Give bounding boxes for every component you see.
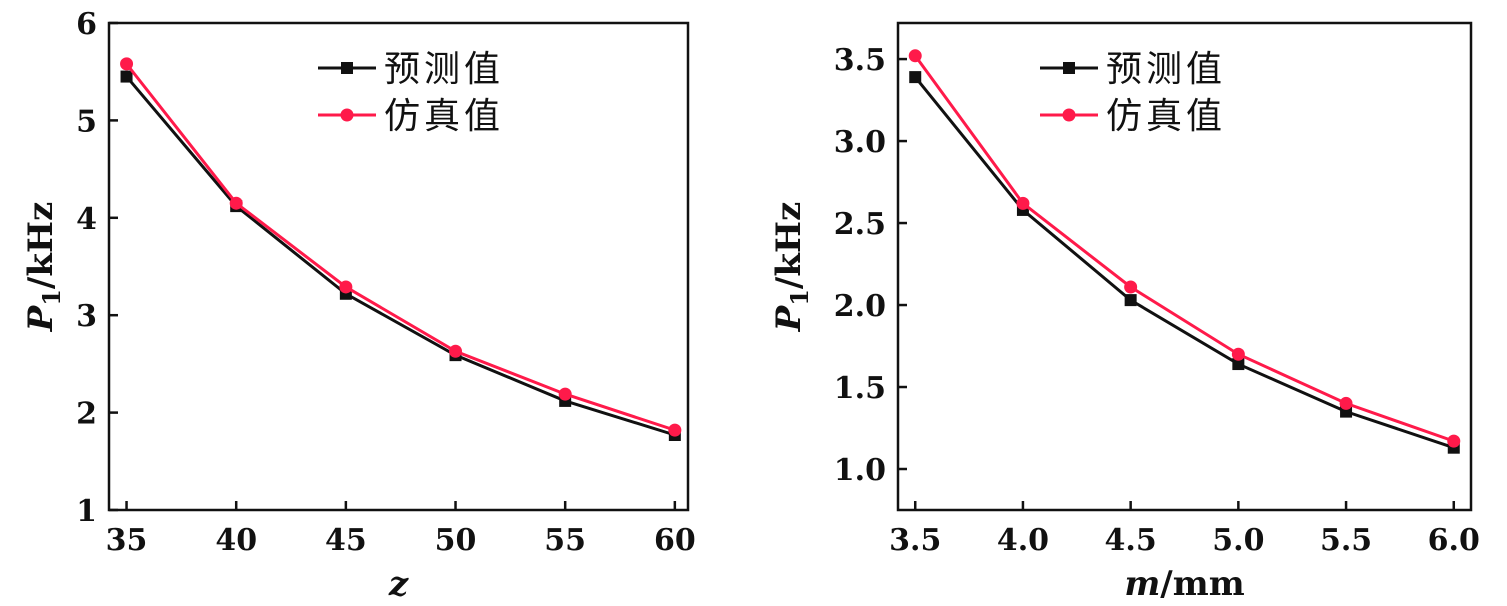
- data-point: [1231, 347, 1245, 361]
- x-tick-label: 5.0: [1212, 523, 1264, 558]
- y-tick-label: 5: [76, 104, 97, 139]
- data-point: [1447, 434, 1461, 448]
- plot-frame: [896, 21, 1473, 512]
- legend-label: 预测值: [384, 49, 504, 90]
- x-tick-label: 5.5: [1320, 523, 1372, 558]
- legend-marker: [340, 108, 354, 122]
- data-point: [1016, 196, 1030, 210]
- legend-marker: [1062, 108, 1076, 122]
- y-tick-label: 1: [76, 494, 97, 529]
- x-axis-label: m/mm: [1124, 564, 1244, 604]
- series-line-1: [125, 75, 676, 437]
- data-point: [1339, 396, 1353, 410]
- y-tick-label: 4: [76, 202, 97, 237]
- legend-marker: [341, 62, 353, 74]
- x-tick-label: 35: [106, 523, 148, 558]
- y-axis-label: P1/kHz: [21, 202, 66, 333]
- data-point: [1124, 294, 1137, 307]
- series-line-2: [125, 62, 676, 432]
- data-point: [229, 196, 243, 210]
- y-tick-label: 1.5: [834, 371, 886, 406]
- chart-panel-2: 3.5 4.0 4.5 5.0 5.5 6.0 1.0 1.5 2.0 2.5 3.0 3.5 P1/k…: [769, 21, 1480, 604]
- legend-label: 预测值: [1106, 49, 1226, 90]
- series-line-1: [914, 76, 1455, 450]
- y-tick-label: 3.0: [834, 125, 886, 160]
- y-tick-label: 2: [76, 397, 97, 432]
- x-tick-label: 60: [654, 523, 696, 558]
- data-point: [1124, 280, 1138, 294]
- data-point: [339, 280, 353, 294]
- data-point: [449, 344, 463, 358]
- legend-label: 仿真值: [1106, 96, 1226, 137]
- legend-entry: 预测值: [318, 49, 504, 90]
- data-point: [909, 71, 922, 84]
- x-tick-label: 45: [325, 523, 367, 558]
- legend-label: 仿真值: [384, 96, 504, 137]
- y-axis-label: P1/kHz: [769, 202, 814, 333]
- y-tick-label: 6: [76, 7, 97, 42]
- data-point: [558, 387, 572, 401]
- x-axis-label: z: [388, 564, 409, 604]
- y-tick-label: 3.5: [834, 43, 886, 78]
- y-tick-label: 3: [76, 299, 97, 334]
- data-point: [668, 423, 682, 437]
- x-tick-label: 6.0: [1428, 523, 1480, 558]
- x-tick-label: 3.5: [889, 523, 941, 558]
- x-tick-label: 4.0: [997, 523, 1049, 558]
- series-line-2: [914, 54, 1455, 443]
- y-tick-label: 2.5: [834, 207, 886, 242]
- x-tick-label: 40: [215, 523, 257, 558]
- legend-entry: 仿真值: [318, 96, 504, 137]
- x-tick-label: 50: [435, 523, 477, 558]
- data-point: [120, 57, 134, 71]
- x-tick-label: 55: [544, 523, 586, 558]
- y-tick-label: 1.0: [834, 453, 886, 488]
- y-tick-label: 2.0: [834, 289, 886, 324]
- legend-marker: [1063, 62, 1075, 74]
- data-point: [120, 70, 133, 83]
- x-tick-label: 4.5: [1105, 523, 1157, 558]
- legend-entry: 预测值: [1040, 49, 1226, 90]
- legend-entry: 仿真值: [1040, 96, 1226, 137]
- plot-frame: [107, 21, 690, 512]
- data-point: [1232, 358, 1245, 371]
- data-point: [908, 49, 922, 63]
